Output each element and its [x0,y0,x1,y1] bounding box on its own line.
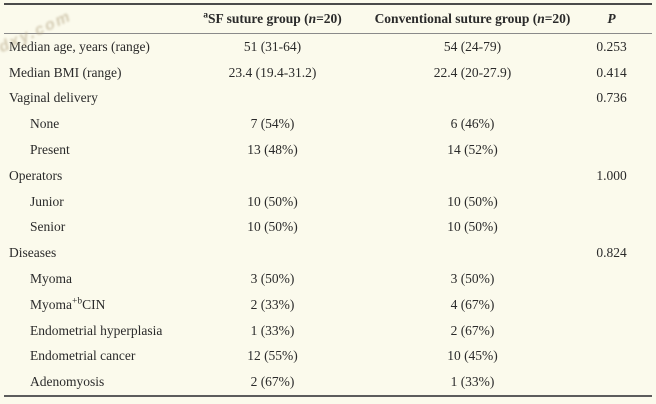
sf-group-value: 2 (67%) [185,369,360,398]
sf-group-value: 23.4 (19.4-31.2) [228,64,317,80]
table-body: Median age, years (range) 51 (31-64) 54 (2… [4,34,652,398]
row-label: Operators [9,167,63,183]
row-label: Adenomyosis [4,369,185,398]
row-label: Endometrial cancer [30,348,136,364]
header-row: aSF suture group (n=20) Conventional sut… [4,3,652,34]
p-value [585,318,652,344]
table-row: Senior 10 (50%) 10 (50%) [4,215,652,241]
sf-group-value: 3 (50%) [250,271,295,287]
p-value: 0.253 [596,38,627,54]
row-label: Myoma [30,271,72,287]
row-label: Endometrial hyperplasia [30,322,163,338]
sf-group-value: 12 (55%) [247,348,298,364]
conventional-group-value [360,240,585,266]
sf-group-value [185,240,360,266]
table-row: Myoma 3 (50%) 3 (50%) [4,266,652,292]
p-value [585,344,652,370]
p-value: 0.824 [596,245,627,261]
p-value [585,189,652,215]
row-label: Myoma+bCIN [30,296,106,312]
p-value [585,111,652,137]
table-row: Endometrial cancer 12 (55%) 10 (45%) [4,344,652,370]
conventional-group-value: 10 (45%) [447,348,498,364]
table-row: Present 13 (48%) 14 (52%) [4,137,652,163]
row-label: Median BMI (range) [9,64,122,80]
footnote-marker-b: +b [72,296,83,307]
row-label: Vaginal delivery [9,90,98,106]
sf-group-value: 1 (33%) [250,322,295,338]
sf-group-value: 2 (33%) [250,296,295,312]
footnote-marker-a: a [203,10,208,21]
baseline-characteristics-table: aSF suture group (n=20) Conventional sut… [4,3,652,398]
header-empty-cell [4,3,185,34]
p-value: 1.000 [596,167,627,183]
table-row: Operators 1.000 [4,163,652,189]
sf-group-value: 13 (48%) [247,142,298,158]
conventional-group-value: 1 (33%) [360,369,585,398]
conventional-group-value: 6 (46%) [450,116,495,132]
sf-group-value: 10 (50%) [247,219,298,235]
table-row: None 7 (54%) 6 (46%) [4,111,652,137]
row-label: None [30,116,60,132]
sf-group-value: 10 (50%) [247,193,298,209]
sf-group-value [185,163,360,189]
row-label: Present [30,142,70,158]
conventional-group-value: 22.4 (20-27.9) [433,64,512,80]
conventional-group-value: 54 (24-79) [443,38,502,54]
row-label: Senior [30,219,66,235]
p-value: 0.414 [596,64,627,80]
sf-group-value [185,86,360,112]
conventional-group-value: 4 (67%) [450,296,495,312]
p-value: 0.736 [596,90,627,106]
p-value [585,215,652,241]
sf-group-value: 7 (54%) [250,116,295,132]
header-conventional-suture-group: Conventional suture group (n=20) [360,3,585,34]
conventional-group-value: 10 (50%) [447,193,498,209]
conventional-group-value [360,163,585,189]
table-row: Median age, years (range) 51 (31-64) 54 (2… [4,34,652,60]
header-sf-suture-group: aSF suture group (n=20) [185,3,360,34]
header-p-value: P [585,3,652,34]
p-value [585,369,652,398]
row-label: Junior [30,193,64,209]
p-value [585,292,652,318]
conventional-group-value: 3 (50%) [450,271,495,287]
sf-group-value: 51 (31-64) [243,38,302,54]
conventional-group-value: 10 (50%) [447,219,498,235]
row-label: Median age, years (range) [9,38,150,54]
conventional-group-value [360,86,585,112]
table-row: Junior 10 (50%) 10 (50%) [4,189,652,215]
p-value [585,137,652,163]
row-label: Diseases [9,245,57,261]
table-row: Diseases 0.824 [4,240,652,266]
table-row: Endometrial hyperplasia 1 (33%) 2 (67%) [4,318,652,344]
conventional-group-value: 2 (67%) [450,322,495,338]
table-row: Myoma+bCIN 2 (33%) 4 (67%) [4,292,652,318]
table-row: Median BMI (range) 23.4 (19.4-31.2) 22.4 (… [4,60,652,86]
table-row: Vaginal delivery 0.736 [4,86,652,112]
table-row: Adenomyosis 2 (67%) 1 (33%) [4,369,652,398]
p-value [585,266,652,292]
conventional-group-value: 14 (52%) [447,142,498,158]
